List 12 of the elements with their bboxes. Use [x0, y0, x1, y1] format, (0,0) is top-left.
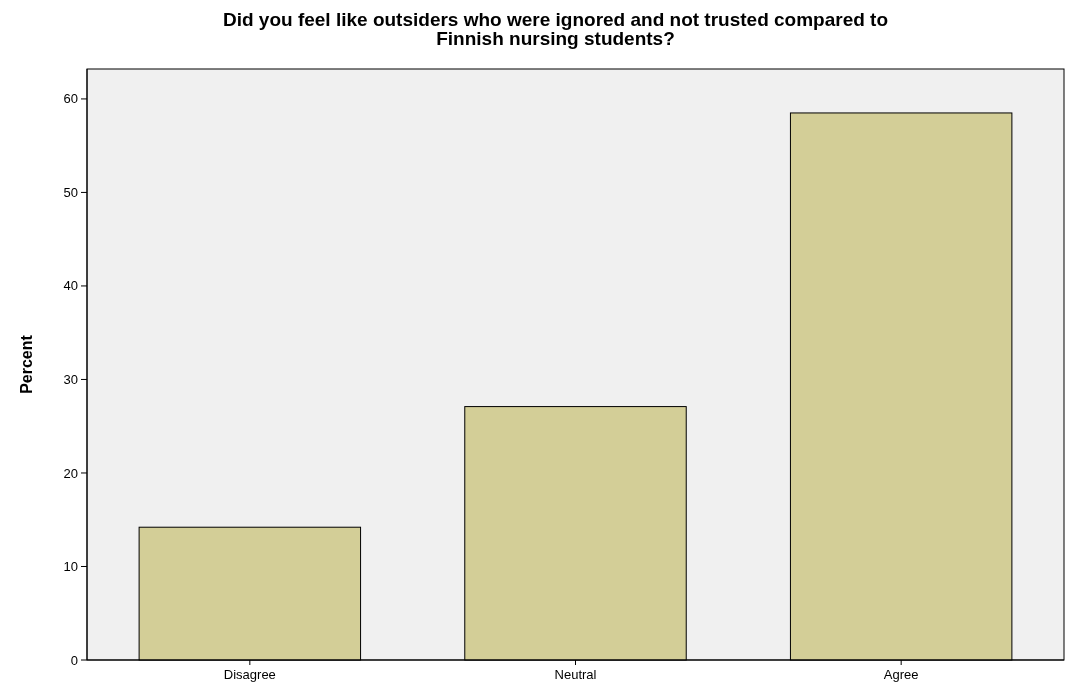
x-tick-label: Disagree [223, 667, 276, 682]
y-tick-label: 40 [63, 278, 78, 294]
y-tick-label: 30 [63, 372, 78, 388]
y-tick-label: 0 [70, 652, 78, 668]
y-tick-label: 10 [63, 559, 78, 575]
chart-title: Did you feel like outsiders who were ignored and not trusted compared to Finnish nursing students? [222, 9, 889, 49]
y-tick-label: 60 [63, 91, 78, 107]
x-tick-label: Agree [883, 667, 919, 682]
y-tick-label: 50 [63, 184, 78, 200]
y-tick-label: 20 [63, 465, 78, 481]
y-axis-title: Percent [18, 334, 35, 394]
x-tick-label: Neutral [554, 667, 597, 682]
